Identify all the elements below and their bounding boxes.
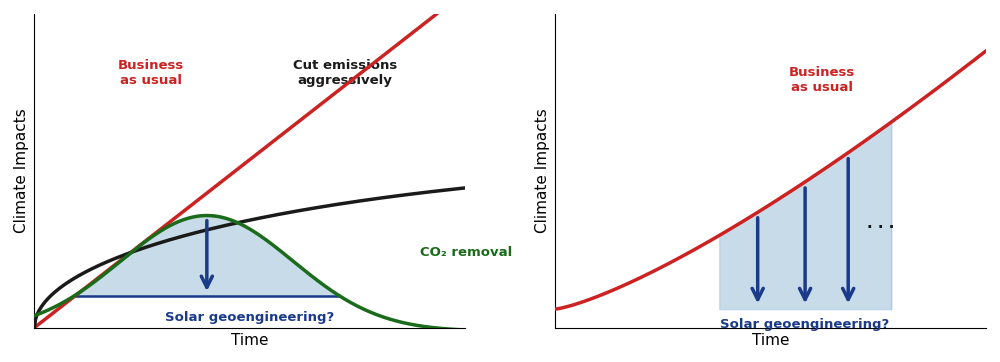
Y-axis label: Climate Impacts: Climate Impacts [14,108,29,233]
X-axis label: Time: Time [231,333,269,348]
Text: Cut emissions
aggressively: Cut emissions aggressively [293,59,397,87]
Text: Solar geoengineering?: Solar geoengineering? [165,311,335,324]
Text: . . .: . . . [867,216,894,231]
X-axis label: Time: Time [752,333,789,348]
Text: Solar geoengineering?: Solar geoengineering? [720,318,890,331]
Text: Business
as usual: Business as usual [118,59,184,87]
Y-axis label: Climate Impacts: Climate Impacts [535,108,550,233]
Text: CO₂ removal: CO₂ removal [420,247,512,260]
Text: Business
as usual: Business as usual [789,66,855,93]
